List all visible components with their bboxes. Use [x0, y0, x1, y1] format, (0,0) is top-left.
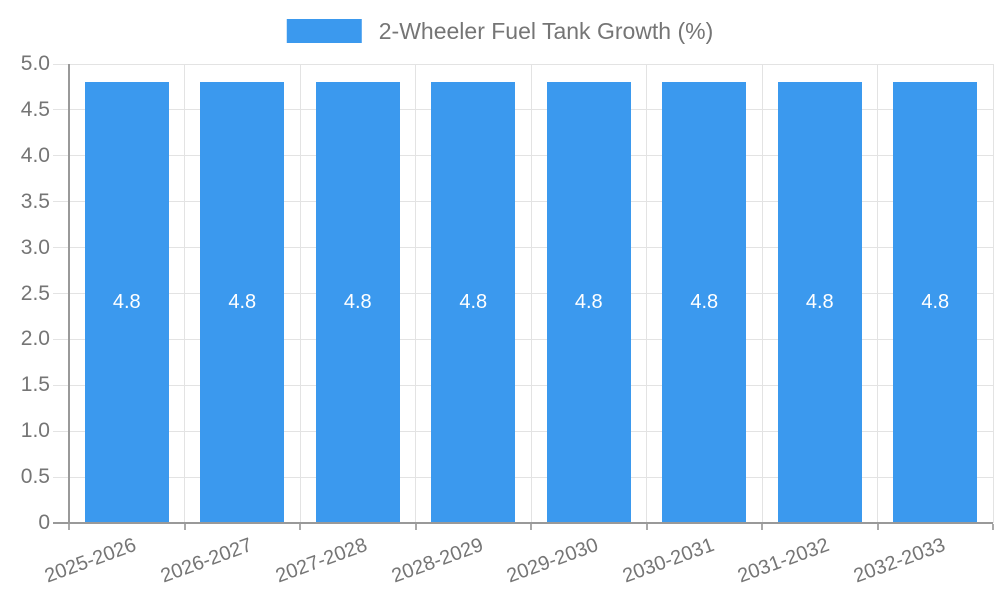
legend[interactable]: 2-Wheeler Fuel Tank Growth (%) — [286, 18, 714, 44]
y-axis-tick-label: 1.5 — [20, 373, 50, 397]
bar-value-label: 4.8 — [921, 291, 950, 314]
v-gridline — [877, 64, 878, 523]
y-axis-tick-label: 4.5 — [20, 97, 50, 121]
bar[interactable]: 4.8 — [662, 82, 747, 523]
x-axis-line — [53, 522, 993, 524]
x-axis-category-label: 2032-2033 — [850, 534, 948, 588]
bar[interactable]: 4.8 — [431, 82, 516, 523]
bar[interactable]: 4.8 — [777, 82, 862, 523]
bar[interactable]: 4.8 — [893, 82, 978, 523]
bar-value-label: 4.8 — [343, 291, 372, 314]
y-axis-tick-label: 1.0 — [20, 419, 50, 443]
y-gridline — [53, 247, 993, 249]
x-axis-category-label: 2029-2030 — [503, 534, 602, 588]
bar-value-label: 4.8 — [805, 291, 834, 314]
bar-value-label: 4.8 — [228, 291, 257, 314]
bar-value-label: 4.8 — [459, 291, 488, 314]
y-gridline — [53, 63, 993, 65]
x-axis-category-label: 2026-2027 — [157, 534, 255, 588]
x-axis-tick — [761, 524, 763, 530]
v-gridline — [530, 64, 532, 523]
y-axis-tick-label: 2.0 — [20, 327, 50, 351]
x-axis-tick — [876, 524, 879, 530]
x-axis-category-label: 2030-2031 — [619, 534, 717, 588]
y-gridline — [53, 476, 993, 478]
y-axis-tick-label: 4.0 — [20, 143, 50, 167]
y-axis-line — [68, 64, 70, 524]
bar-value-label: 4.8 — [690, 291, 719, 314]
x-axis-tick — [645, 524, 648, 530]
bar[interactable]: 4.8 — [315, 82, 400, 523]
x-axis-category-label: 2028-2029 — [388, 534, 486, 588]
legend-label: 2-Wheeler Fuel Tank Growth (%) — [378, 18, 714, 44]
y-gridline — [53, 201, 993, 203]
v-gridline — [761, 64, 763, 523]
bar[interactable]: 4.8 — [200, 82, 285, 523]
v-gridline — [646, 64, 647, 523]
y-gridline — [53, 109, 993, 111]
bar-value-label: 4.8 — [112, 291, 141, 314]
y-axis-tick-label: 3.0 — [20, 235, 50, 259]
x-axis-tick — [414, 524, 417, 530]
x-axis-category-label: 2027-2028 — [272, 534, 371, 588]
y-axis-tick-label: 0 — [38, 511, 50, 534]
bar[interactable]: 4.8 — [84, 82, 169, 523]
v-gridline — [299, 64, 301, 523]
x-axis-category-label: 2025-2026 — [41, 534, 140, 588]
x-axis-tick — [299, 524, 301, 530]
bar-value-label: 4.8 — [574, 291, 603, 314]
y-axis-tick-label: 0.5 — [20, 465, 50, 489]
x-axis-category-label: 2031-2032 — [734, 534, 833, 588]
legend-swatch — [286, 19, 362, 43]
y-gridline — [53, 430, 993, 432]
v-gridline — [184, 64, 185, 523]
y-gridline — [53, 384, 993, 386]
x-axis-tick — [68, 524, 70, 530]
y-axis-tick-label: 5.0 — [20, 52, 50, 75]
y-gridline — [53, 155, 993, 157]
v-gridline — [992, 64, 994, 523]
x-axis-tick — [530, 524, 532, 530]
y-axis-tick-label: 2.5 — [20, 281, 50, 305]
y-gridline — [53, 293, 993, 294]
x-axis-tick — [992, 524, 994, 530]
y-axis-tick-label: 3.5 — [20, 189, 50, 213]
bar[interactable]: 4.8 — [546, 82, 631, 523]
x-axis-tick — [183, 524, 186, 530]
v-gridline — [415, 64, 416, 523]
y-gridline — [53, 338, 993, 340]
